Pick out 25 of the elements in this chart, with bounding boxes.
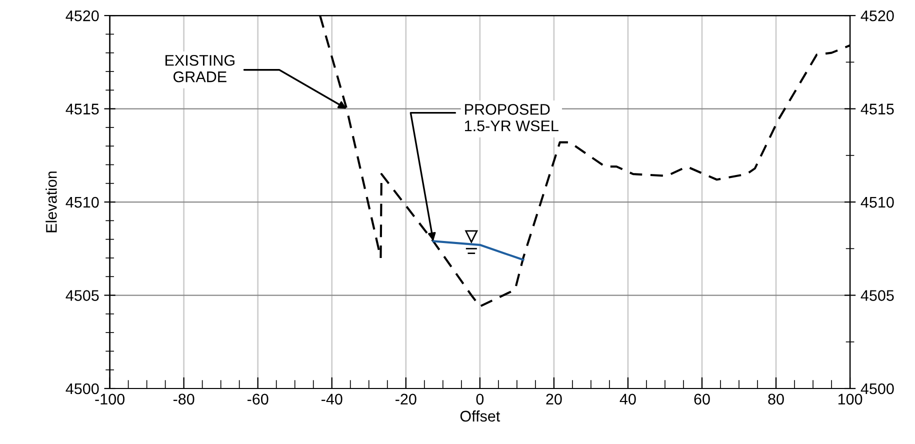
x-tick-label: -40 bbox=[322, 394, 342, 405]
x-tick-label: -60 bbox=[247, 394, 268, 405]
x-tick-label: 100 bbox=[838, 394, 862, 405]
annotation: PROPOSED 1.5-YR WSEL bbox=[465, 104, 558, 132]
x-tick-label: -100 bbox=[95, 394, 124, 405]
x-tick-label: 0 bbox=[476, 394, 484, 405]
y2-tick-label: 4510 bbox=[860, 196, 894, 208]
x-tick-label: 40 bbox=[620, 394, 636, 405]
y-tick-label: 4500 bbox=[66, 383, 99, 394]
y-tick-label: 4520 bbox=[66, 10, 99, 22]
x-tick-label: 80 bbox=[768, 394, 784, 405]
y2-tick-label: 4520 bbox=[860, 10, 894, 22]
x-tick-label: 60 bbox=[694, 394, 710, 405]
y-tick-label: 4510 bbox=[66, 196, 99, 208]
y2-tick-label: 4515 bbox=[860, 104, 894, 114]
y2-tick-label: 4505 bbox=[860, 290, 894, 301]
y2-tick-label: 4500 bbox=[860, 383, 894, 394]
y-tick-label: 4515 bbox=[66, 104, 99, 114]
x-tick-label: -20 bbox=[396, 394, 416, 405]
x-axis-title: Offset bbox=[460, 410, 500, 422]
y-tick-label: 4505 bbox=[66, 290, 99, 301]
x-tick-label: 20 bbox=[546, 394, 562, 405]
y-axis-title: Elevation bbox=[46, 172, 57, 232]
x-tick-label: -80 bbox=[173, 394, 194, 405]
annotation: EXISTING GRADE bbox=[166, 54, 234, 82]
